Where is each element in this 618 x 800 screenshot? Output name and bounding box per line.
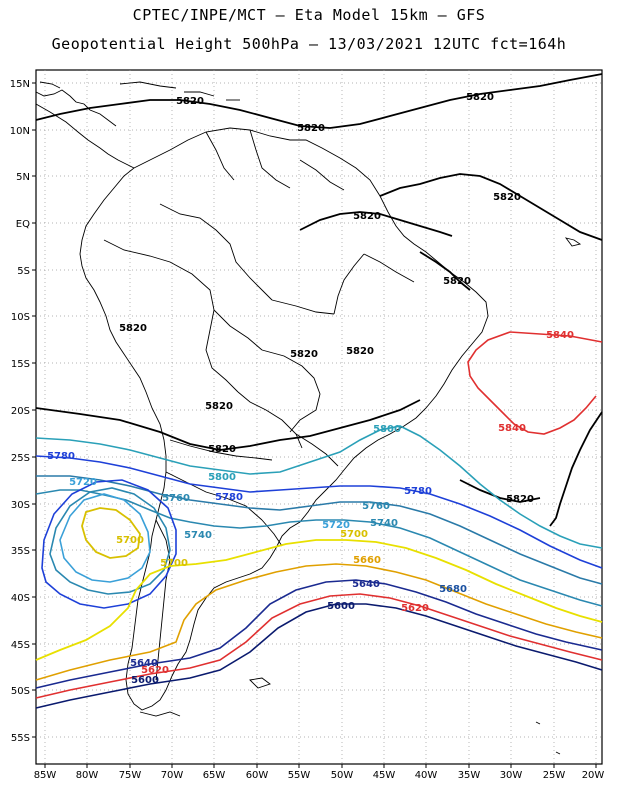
- lat-label: 5N: [16, 172, 30, 183]
- contour-label: 5820: [346, 346, 374, 357]
- contour-bands: [35, 425, 603, 709]
- lon-label: 85W: [34, 770, 57, 781]
- contour-label: 5800: [373, 424, 401, 435]
- contour-label: 5720: [69, 477, 97, 488]
- axis-ticks: [32, 82, 597, 768]
- lat-label: EQ: [16, 219, 30, 230]
- contour-label: 5700: [116, 535, 144, 546]
- lon-label: 25W: [543, 770, 566, 781]
- lat-label: 30S: [11, 500, 30, 511]
- lat-label: 15S: [11, 359, 30, 370]
- contour-label: 5600: [131, 675, 159, 686]
- contour-label: 5840: [546, 330, 574, 341]
- contour-label: 5720: [322, 520, 350, 531]
- lat-label: 5S: [17, 266, 30, 277]
- contour-label: 5760: [162, 493, 190, 504]
- contour-label: 5620: [401, 603, 429, 614]
- contour-label: 5840: [498, 423, 526, 434]
- lon-label: 55W: [288, 770, 311, 781]
- contour-5840: [467, 331, 603, 435]
- lon-label: 40W: [415, 770, 438, 781]
- lon-label: 30W: [500, 770, 523, 781]
- lat-label: 10N: [10, 126, 30, 137]
- coastlines-borders: [35, 81, 582, 755]
- lat-label: 45S: [11, 640, 30, 651]
- contour-label: 5740: [184, 530, 212, 541]
- lat-label: 35S: [11, 546, 30, 557]
- contour-label: 5640: [130, 658, 158, 669]
- lat-label: 15N: [10, 79, 30, 90]
- contour-label: 5780: [404, 486, 432, 497]
- contour-label: 5820: [208, 444, 236, 455]
- contour-label: 5760: [362, 501, 390, 512]
- lon-label: 20W: [582, 770, 605, 781]
- lat-label: 20S: [11, 406, 30, 417]
- lon-label: 50W: [331, 770, 354, 781]
- contour-label: 5820: [466, 92, 494, 103]
- lon-label: 35W: [458, 770, 481, 781]
- latitude-labels: 15N 10N 5N EQ 5S 10S 15S 20S 25S 30S 35S…: [10, 79, 30, 744]
- contour-label: 5820: [297, 123, 325, 134]
- lat-label: 40S: [11, 593, 30, 604]
- lat-label: 55S: [11, 733, 30, 744]
- lon-label: 60W: [246, 770, 269, 781]
- contour-label: 5700: [340, 529, 368, 540]
- contour-label: 5820: [493, 192, 521, 203]
- contour-label: 5780: [47, 451, 75, 462]
- contour-label: 5820: [353, 211, 381, 222]
- contour-label: 5600: [327, 601, 355, 612]
- lon-label: 80W: [76, 770, 99, 781]
- contour-label: 5640: [352, 579, 380, 590]
- contour-label: 5740: [370, 518, 398, 529]
- contour-label: 5800: [208, 472, 236, 483]
- lat-label: 10S: [11, 312, 30, 323]
- longitude-labels: 85W 80W 75W 70W 65W 60W 55W 50W 45W 40W …: [34, 770, 605, 781]
- contour-label: 5820: [205, 401, 233, 412]
- lon-label: 45W: [373, 770, 396, 781]
- chart-title: CPTEC/INPE/MCT – Eta Model 15km – GFS: [132, 6, 486, 24]
- contour-label: 5660: [353, 555, 381, 566]
- lon-label: 65W: [203, 770, 226, 781]
- contour-label: 5700: [160, 558, 188, 569]
- lat-label: 50S: [11, 686, 30, 697]
- contour-label: 5820: [119, 323, 147, 334]
- contour-label: 5780: [215, 492, 243, 503]
- graticule: [36, 70, 602, 764]
- map-frame: [35, 69, 603, 765]
- lat-label: 25S: [11, 453, 30, 464]
- contour-label: 5820: [290, 349, 318, 360]
- contour-label: 5820: [443, 276, 471, 287]
- contour-labels: 5820 5820 5820 5820 5820 5820 5820 5820 …: [47, 92, 574, 686]
- lon-label: 70W: [161, 770, 184, 781]
- chart-subtitle: Geopotential Height 500hPa – 13/03/2021 …: [51, 35, 567, 53]
- contour-label: 5620: [141, 665, 169, 676]
- lon-label: 75W: [119, 770, 142, 781]
- contour-label: 5680: [439, 584, 467, 595]
- contour-5820: [35, 73, 603, 527]
- contour-label: 5820: [506, 494, 534, 505]
- contour-label: 5820: [176, 96, 204, 107]
